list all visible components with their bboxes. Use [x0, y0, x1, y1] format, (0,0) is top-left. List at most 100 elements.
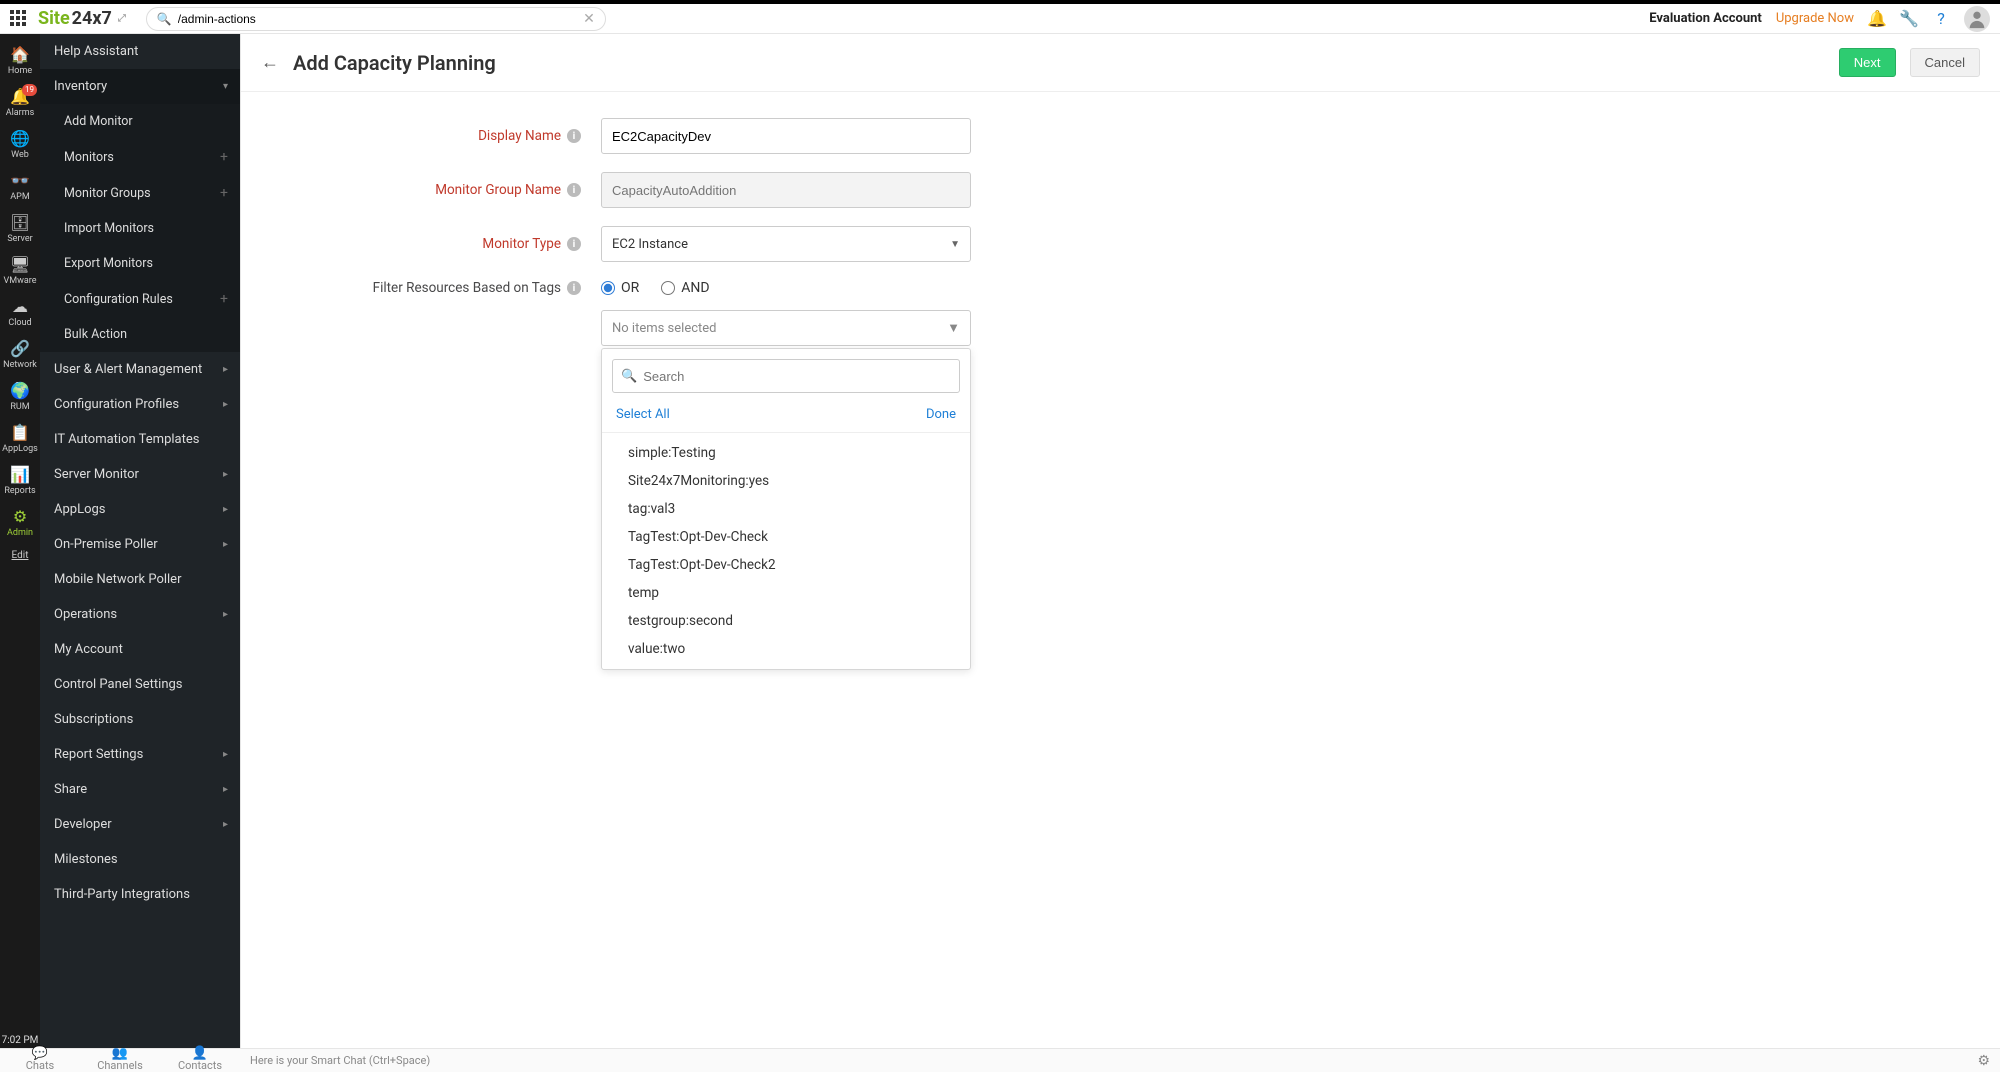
plus-icon[interactable]: + [220, 291, 228, 307]
monitor-group-label: Monitor Group Namei [261, 182, 581, 198]
radio-or-input[interactable] [601, 281, 615, 295]
menu-inventory-configuration-rules[interactable]: Configuration Rules+ [40, 281, 240, 317]
menu-subscriptions[interactable]: Subscriptions [40, 702, 240, 737]
tags-multiselect[interactable]: No items selected▼ [601, 310, 971, 346]
vmware-icon: 🖥 [10, 256, 30, 274]
select-all-link[interactable]: Select All [616, 407, 670, 422]
rail-cloud[interactable]: ☁Cloud [0, 292, 40, 334]
dropdown-item[interactable]: temp [602, 579, 970, 607]
menu-help-assistant[interactable]: Help Assistant [40, 34, 240, 69]
menu-share[interactable]: Share▸ [40, 772, 240, 807]
menu-inventory-monitors[interactable]: Monitors+ [40, 139, 240, 175]
dropdown-item[interactable]: Site24x7Monitoring:yes [602, 467, 970, 495]
menu-inventory[interactable]: Inventory▾ [40, 69, 240, 104]
dropdown-item[interactable]: TagTest:Opt-Dev-Check2 [602, 551, 970, 579]
logo[interactable]: Site24x7 ⤢ [38, 8, 126, 29]
menu-developer[interactable]: Developer▸ [40, 807, 240, 842]
footer-hint: Here is your Smart Chat (Ctrl+Space) [240, 1054, 430, 1067]
menu-inventory-export-monitors[interactable]: Export Monitors [40, 246, 240, 281]
menu-my-account[interactable]: My Account [40, 632, 240, 667]
back-arrow-icon[interactable]: ← [261, 52, 279, 73]
info-icon[interactable]: i [567, 237, 581, 251]
menu-third-party-integrations[interactable]: Third-Party Integrations [40, 877, 240, 912]
monitor-type-label: Monitor Typei [261, 236, 581, 252]
menu-control-panel-settings[interactable]: Control Panel Settings [40, 667, 240, 702]
menu-inventory-import-monitors[interactable]: Import Monitors [40, 211, 240, 246]
menu-inventory-add-monitor[interactable]: Add Monitor [40, 104, 240, 139]
radio-or[interactable]: OR [601, 280, 639, 296]
chevron-down-icon: ▼ [950, 239, 960, 250]
dropdown-item[interactable]: value:two [602, 635, 970, 663]
home-icon: 🏠 [10, 46, 30, 64]
info-icon[interactable]: i [567, 281, 581, 295]
clear-search-icon[interactable]: ✕ [583, 11, 595, 27]
rail-admin[interactable]: ⚙Admin [0, 502, 40, 544]
rail-network[interactable]: 🔗Network [0, 334, 40, 376]
menu-report-settings[interactable]: Report Settings▸ [40, 737, 240, 772]
menu-operations[interactable]: Operations▸ [40, 597, 240, 632]
rail-alarms[interactable]: 19🔔Alarms [0, 82, 40, 124]
contacts-icon: 👤 [160, 1049, 240, 1059]
dropdown-item[interactable]: testgroup:second [602, 607, 970, 635]
done-link[interactable]: Done [926, 407, 956, 422]
help-icon[interactable]: ? [1932, 10, 1950, 28]
footer-gear-icon[interactable]: ⚙ [1977, 1053, 2000, 1069]
chevron-down-icon: ▼ [947, 320, 960, 336]
chevron-down-icon: ▾ [223, 81, 228, 92]
menu-mobile-network-poller[interactable]: Mobile Network Poller [40, 562, 240, 597]
dropdown-item[interactable]: TagTest:Opt-Dev-Check [602, 523, 970, 551]
footer-tab-contacts[interactable]: 👤Contacts [160, 1047, 240, 1074]
upgrade-now-link[interactable]: Upgrade Now [1776, 11, 1854, 26]
rail-vmware[interactable]: 🖥VMware [0, 250, 40, 292]
network-icon: 🔗 [10, 340, 30, 358]
radio-and-input[interactable] [661, 281, 675, 295]
plus-icon[interactable]: + [220, 149, 228, 165]
monitor-type-select[interactable]: EC2 Instance▼ [601, 226, 971, 262]
menu-on-premise-poller[interactable]: On-Premise Poller▸ [40, 527, 240, 562]
rail-web[interactable]: 🌐Web [0, 124, 40, 166]
search-input[interactable] [178, 12, 583, 26]
footer-tab-channels[interactable]: 👥Channels [80, 1047, 160, 1074]
plus-icon[interactable]: + [220, 185, 228, 201]
info-icon[interactable]: i [567, 129, 581, 143]
apps-grid-icon[interactable] [10, 10, 28, 28]
channels-icon: 👥 [80, 1049, 160, 1059]
page-header: ← Add Capacity Planning Next Cancel [241, 34, 2000, 92]
footer-tab-chats[interactable]: 💬Chats [0, 1047, 80, 1074]
dropdown-search[interactable]: 🔍 [612, 359, 960, 393]
menu-it-automation-templates[interactable]: IT Automation Templates [40, 422, 240, 457]
radio-and[interactable]: AND [661, 280, 709, 296]
chevron-right-icon: ▸ [223, 539, 228, 550]
gear-icon: ⚙ [13, 508, 27, 526]
rail-rum[interactable]: 🌍RUM [0, 376, 40, 418]
rail-home[interactable]: 🏠Home [0, 40, 40, 82]
rail-applogs[interactable]: 📋AppLogs [0, 418, 40, 460]
menu-user-alert-management[interactable]: User & Alert Management▸ [40, 352, 240, 387]
menu-milestones[interactable]: Milestones [40, 842, 240, 877]
rail-edit[interactable]: Edit [0, 550, 40, 561]
rail-server[interactable]: 🗄Server [0, 208, 40, 250]
rail-reports[interactable]: 📊Reports [0, 460, 40, 502]
global-search[interactable]: 🔍 ✕ [146, 7, 606, 31]
menu-server-monitor[interactable]: Server Monitor▸ [40, 457, 240, 492]
dropdown-item[interactable]: tag:val3 [602, 495, 970, 523]
avatar[interactable] [1964, 6, 1990, 32]
dropdown-item[interactable]: simple:Testing [602, 439, 970, 467]
display-name-input[interactable] [601, 118, 971, 154]
logo-site: Site [38, 8, 70, 29]
dropdown-search-input[interactable] [643, 369, 951, 384]
menu-configuration-profiles[interactable]: Configuration Profiles▸ [40, 387, 240, 422]
chevron-right-icon: ▸ [223, 749, 228, 760]
menu-inventory-bulk-action[interactable]: Bulk Action [40, 317, 240, 352]
next-button[interactable]: Next [1839, 48, 1896, 77]
display-name-label: Display Namei [261, 128, 581, 144]
info-icon[interactable]: i [567, 183, 581, 197]
notification-icon[interactable]: 🔔 [1868, 10, 1886, 28]
cancel-button[interactable]: Cancel [1910, 48, 1980, 77]
wrench-icon[interactable]: 🔧 [1900, 10, 1918, 28]
tags-dropdown-panel: 🔍 Select All Done simple:TestingSite24x7… [601, 348, 971, 670]
menu-applogs[interactable]: AppLogs▸ [40, 492, 240, 527]
rail-apm[interactable]: 👓APM [0, 166, 40, 208]
chevron-right-icon: ▸ [223, 364, 228, 375]
menu-inventory-monitor-groups[interactable]: Monitor Groups+ [40, 175, 240, 211]
